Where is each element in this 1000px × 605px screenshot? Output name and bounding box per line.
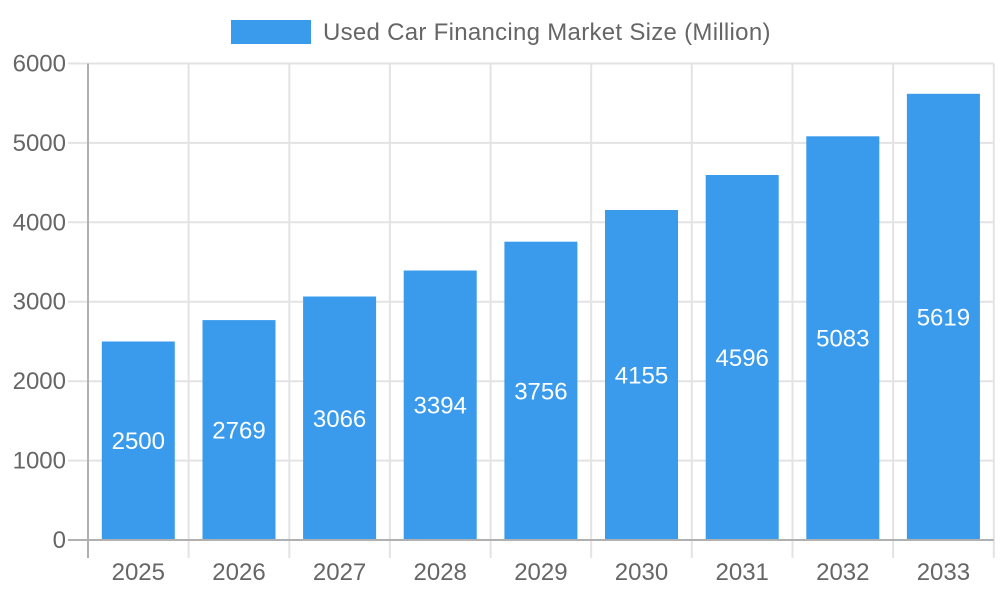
svg-text:3000: 3000 [13, 289, 66, 316]
svg-text:2032: 2032 [816, 559, 869, 586]
svg-text:4155: 4155 [615, 363, 668, 390]
svg-text:2026: 2026 [212, 559, 265, 586]
svg-text:0: 0 [53, 527, 66, 554]
svg-text:3756: 3756 [514, 378, 567, 405]
svg-text:2769: 2769 [212, 418, 265, 445]
svg-text:5000: 5000 [13, 130, 66, 157]
svg-text:2033: 2033 [917, 559, 970, 586]
svg-text:3066: 3066 [313, 406, 366, 433]
svg-text:2027: 2027 [313, 559, 366, 586]
svg-text:2030: 2030 [615, 559, 668, 586]
svg-text:2025: 2025 [112, 559, 165, 586]
svg-text:4596: 4596 [716, 345, 769, 372]
svg-text:1000: 1000 [13, 448, 66, 475]
svg-text:2000: 2000 [13, 368, 66, 395]
svg-text:6000: 6000 [13, 51, 66, 78]
svg-text:4000: 4000 [13, 209, 66, 236]
svg-text:2029: 2029 [514, 559, 567, 586]
svg-text:2500: 2500 [112, 428, 165, 455]
svg-text:2028: 2028 [414, 559, 467, 586]
svg-text:5619: 5619 [917, 304, 970, 331]
svg-text:Used Car Financing Market Size: Used Car Financing Market Size (Million) [323, 19, 771, 46]
svg-text:2031: 2031 [716, 559, 769, 586]
svg-text:3394: 3394 [414, 393, 467, 420]
svg-text:5083: 5083 [816, 326, 869, 353]
